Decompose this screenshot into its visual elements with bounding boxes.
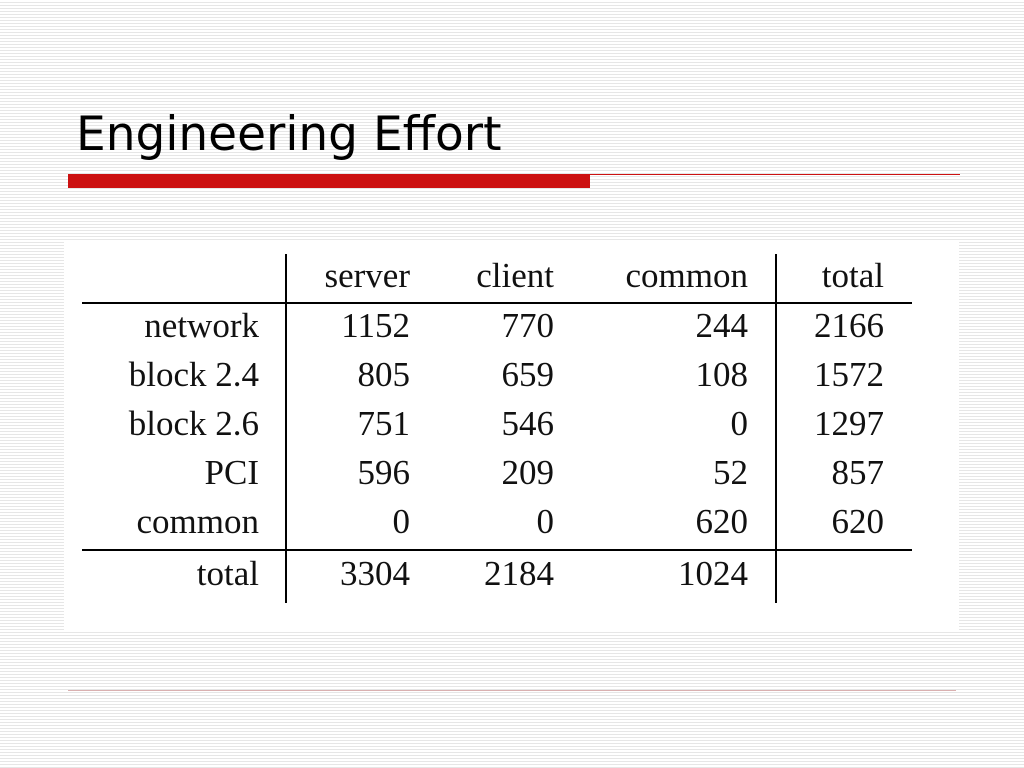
table-cell: 620 [831,502,885,541]
table-total-rule [82,549,912,551]
table-cell: 659 [501,355,555,394]
row-label-common: common [136,502,259,541]
table-cell: 209 [501,453,555,492]
footer-rule [68,690,956,691]
table-cell: 3304 [340,554,410,593]
row-label-block-2-4: block 2.4 [128,355,259,394]
table-cell: 857 [831,453,885,492]
table-total-divider [775,254,777,603]
table-cell: 770 [501,306,555,345]
table-cell: 2184 [484,554,554,593]
table-cell: 805 [357,355,411,394]
table-header-rule [82,302,912,304]
table-cell: 108 [695,355,749,394]
column-header-client: client [476,256,554,295]
table-cell: 244 [695,306,749,345]
column-header-server: server [324,256,410,295]
row-label-network: network [144,306,259,345]
row-label-block-2-6: block 2.6 [128,404,259,443]
table-cell: 52 [713,453,748,492]
row-label-pci: PCI [204,453,259,492]
table-cell: 1572 [814,355,884,394]
table-cell: 1024 [678,554,748,593]
table-cell: 0 [730,404,749,443]
column-header-common: common [625,256,748,295]
table-cell: 1297 [814,404,884,443]
row-label-total: total [196,554,259,593]
column-header-total: total [821,256,884,295]
title-underline-thin [590,174,960,175]
table-cell: 546 [501,404,555,443]
title-underline-thick [68,174,590,188]
table-cell: 2166 [814,306,884,345]
table-cell: 0 [536,502,555,541]
slide-title: Engineering Effort [76,107,502,162]
table-cell: 751 [357,404,411,443]
effort-table: server client common total network 1152 770 244… [64,240,959,630]
table-label-divider [285,254,287,603]
table-cell: 596 [357,453,411,492]
table-cell: 1152 [341,306,410,345]
table-cell: 0 [392,502,411,541]
table-cell: 620 [695,502,749,541]
